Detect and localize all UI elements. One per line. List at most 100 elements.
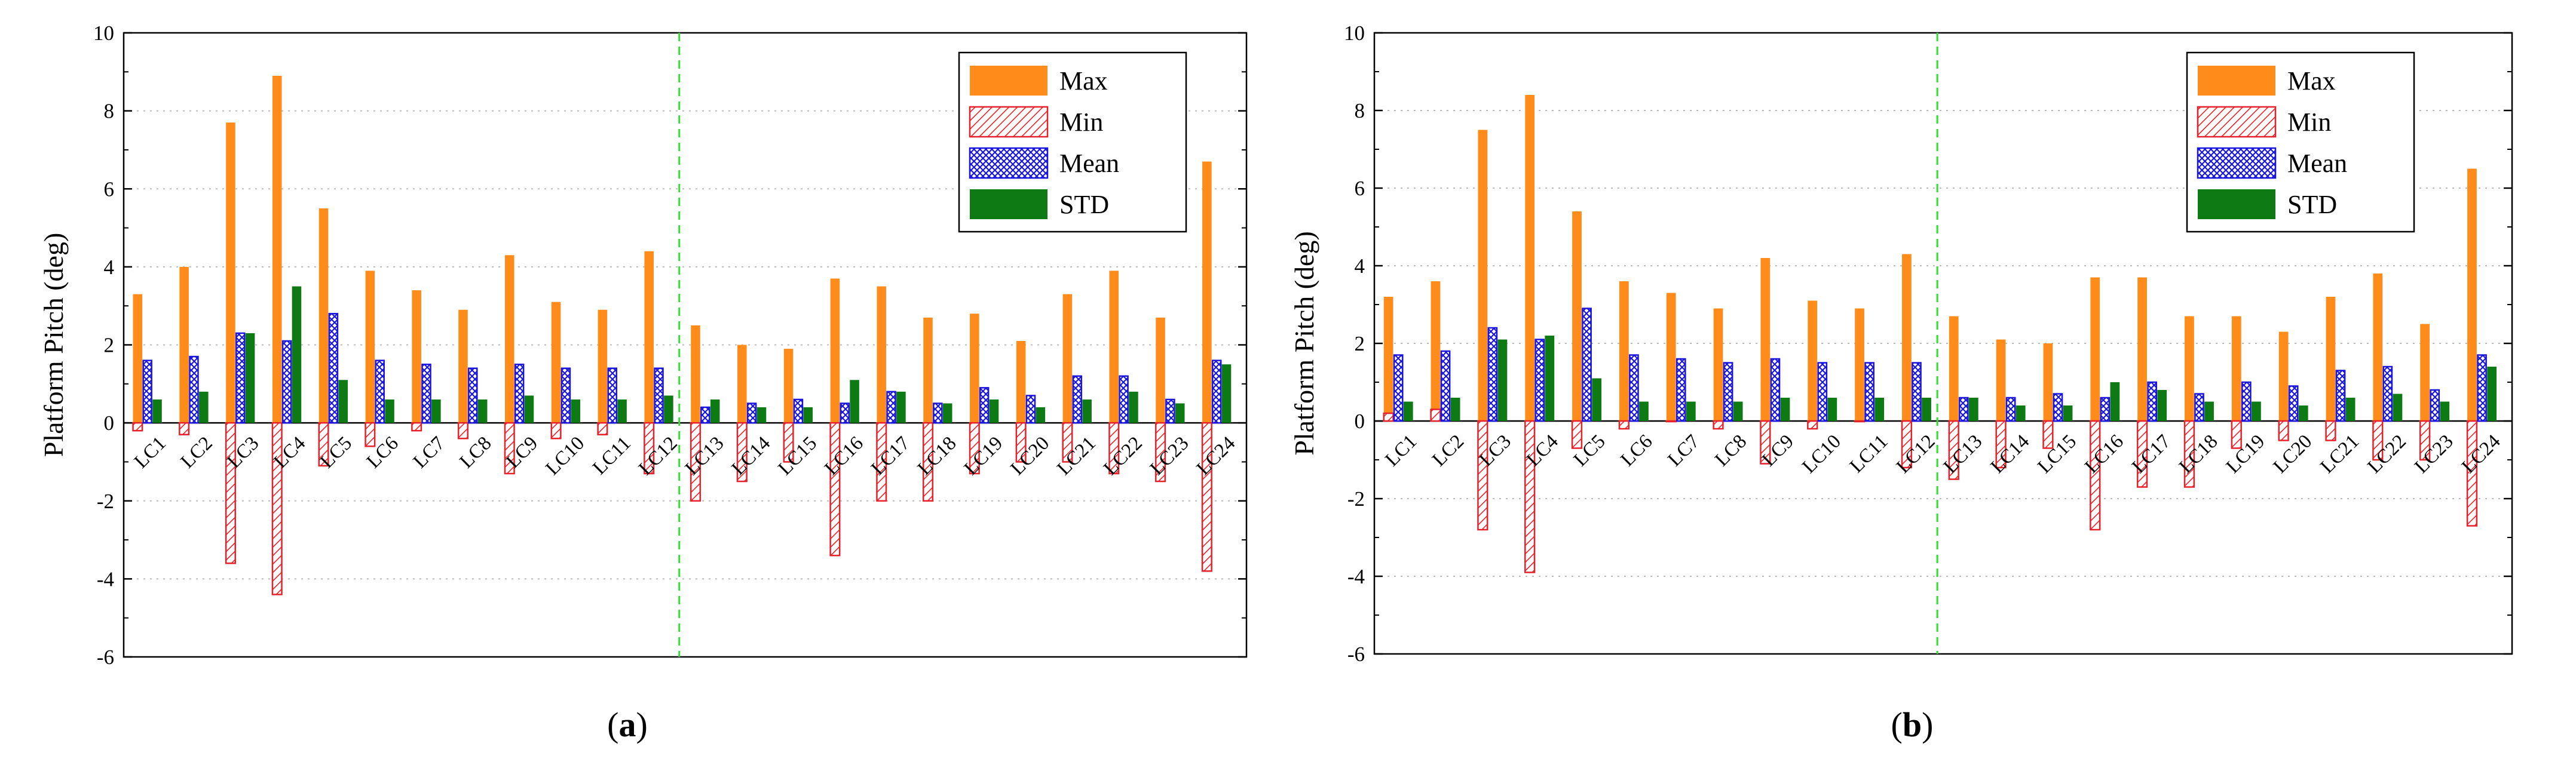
bar-max-lc2 bbox=[179, 266, 189, 423]
bar-mean-lc9 bbox=[1770, 358, 1781, 422]
bar-mean-lc15 bbox=[2053, 393, 2063, 422]
panel-label-open-paren: ( bbox=[1891, 705, 1903, 744]
bar-mean-lc7 bbox=[421, 363, 431, 424]
bar-min-lc10 bbox=[1807, 420, 1818, 430]
category-label: LC21 bbox=[2317, 431, 2364, 478]
bar-max-lc5 bbox=[1572, 211, 1582, 421]
legend: Max Min Mean STD bbox=[2186, 51, 2415, 233]
bar-mean-lc19 bbox=[979, 387, 990, 424]
panel-label-close-paren: ) bbox=[636, 705, 648, 744]
bar-std-lc2 bbox=[199, 391, 209, 423]
y-tick-label: 0 bbox=[104, 411, 115, 435]
bar-max-lc9 bbox=[1760, 258, 1771, 421]
y-tick-label: 2 bbox=[1355, 332, 1365, 355]
bar-min-lc3 bbox=[1477, 420, 1488, 531]
bar-min-lc18 bbox=[923, 422, 934, 502]
bar-std-lc10 bbox=[1827, 398, 1837, 421]
bar-std-lc23 bbox=[1175, 403, 1185, 423]
category-label: LC18 bbox=[2175, 431, 2222, 478]
bar-std-lc7 bbox=[1686, 401, 1696, 421]
bar-max-lc8 bbox=[1713, 308, 1723, 421]
bar-max-lc15 bbox=[2043, 343, 2053, 421]
bar-min-lc15 bbox=[783, 422, 794, 463]
bar-min-lc11 bbox=[597, 422, 608, 435]
bar-max-lc18 bbox=[923, 317, 933, 423]
bar-min-lc3 bbox=[225, 422, 236, 564]
bar-std-lc3 bbox=[245, 333, 255, 423]
category-label: LC13 bbox=[681, 432, 728, 480]
bar-std-lc5 bbox=[1592, 378, 1602, 421]
category-label: LC16 bbox=[820, 432, 868, 480]
bar-min-lc12 bbox=[644, 422, 655, 475]
bar-std-lc20 bbox=[1036, 407, 1046, 423]
bar-mean-lc11 bbox=[607, 367, 617, 424]
category-label: LC15 bbox=[2034, 431, 2081, 478]
bar-mean-lc23 bbox=[2430, 389, 2440, 422]
bar-mean-lc14 bbox=[746, 402, 757, 424]
bar-min-lc24 bbox=[1201, 422, 1212, 572]
bar-std-lc1 bbox=[1403, 401, 1413, 421]
category-label: LC19 bbox=[2222, 431, 2269, 478]
category-label: LC23 bbox=[1146, 432, 1193, 480]
bar-min-lc8 bbox=[457, 422, 469, 440]
bar-min-lc22 bbox=[2372, 420, 2384, 461]
category-label: LC17 bbox=[2128, 431, 2175, 478]
category-label: LC17 bbox=[867, 432, 914, 480]
bar-max-lc6 bbox=[365, 271, 375, 423]
bar-mean-lc22 bbox=[2382, 365, 2393, 422]
bar-max-lc21 bbox=[2326, 297, 2336, 421]
category-label: LC11 bbox=[1846, 431, 1892, 477]
y-tick-label: 8 bbox=[104, 100, 115, 123]
bar-std-lc1 bbox=[152, 399, 162, 423]
bar-mean-lc21 bbox=[2335, 370, 2346, 422]
bar-max-lc22 bbox=[1109, 271, 1119, 423]
legend-label-max: Max bbox=[2287, 66, 2336, 96]
category-label: LC8 bbox=[1711, 431, 1751, 471]
bar-std-lc9 bbox=[1780, 398, 1790, 421]
category-label: LC10 bbox=[1798, 431, 1845, 478]
bar-std-lc13 bbox=[1968, 398, 1978, 421]
bar-mean-lc5 bbox=[1582, 308, 1592, 422]
bar-min-lc4 bbox=[271, 422, 283, 595]
category-label: LC14 bbox=[1987, 431, 2034, 478]
legend-label-min: Min bbox=[2287, 107, 2331, 137]
bar-std-lc11 bbox=[1874, 398, 1885, 421]
bar-std-lc23 bbox=[2440, 401, 2450, 421]
bar-std-lc4 bbox=[292, 286, 302, 423]
y-axis-title: Platform Pitch (deg) bbox=[1289, 231, 1319, 456]
legend-swatch-std bbox=[970, 189, 1047, 219]
bar-std-lc22 bbox=[2393, 394, 2403, 421]
bar-std-lc17 bbox=[896, 391, 906, 423]
bar-min-lc9 bbox=[1760, 420, 1771, 465]
category-label: LC16 bbox=[2081, 431, 2128, 478]
bar-std-lc15 bbox=[2063, 405, 2073, 421]
category-label: LC2 bbox=[1428, 431, 1468, 471]
bar-mean-lc9 bbox=[514, 363, 525, 424]
bar-std-lc15 bbox=[803, 407, 813, 423]
category-label: LC20 bbox=[1007, 432, 1054, 480]
bar-mean-lc20 bbox=[2288, 385, 2299, 422]
bar-max-lc1 bbox=[133, 294, 143, 423]
panel-label-letter: b bbox=[1903, 705, 1922, 744]
bar-std-lc20 bbox=[2298, 405, 2308, 421]
bar-max-lc12 bbox=[644, 251, 654, 423]
bar-mean-lc15 bbox=[793, 398, 804, 424]
bar-mean-lc24 bbox=[1211, 360, 1222, 424]
bar-max-lc21 bbox=[1062, 294, 1073, 423]
bar-min-lc7 bbox=[1665, 420, 1677, 423]
bar-min-lc21 bbox=[1062, 422, 1073, 463]
bar-min-lc6 bbox=[365, 422, 376, 447]
y-tick-label: -2 bbox=[1347, 487, 1365, 511]
y-tick-label: 10 bbox=[93, 21, 114, 45]
bar-mean-lc21 bbox=[1072, 375, 1083, 424]
y-tick-label: 4 bbox=[1355, 254, 1365, 278]
bar-mean-lc4 bbox=[281, 340, 292, 424]
category-label: LC7 bbox=[1664, 431, 1704, 471]
bar-min-lc5 bbox=[1571, 420, 1583, 449]
bar-std-lc4 bbox=[1545, 336, 1555, 421]
bar-mean-lc18 bbox=[2194, 393, 2204, 422]
bar-mean-lc6 bbox=[1629, 354, 1639, 422]
bar-max-lc9 bbox=[505, 255, 514, 423]
bar-std-lc21 bbox=[1082, 399, 1092, 423]
category-label: LC18 bbox=[914, 432, 961, 480]
